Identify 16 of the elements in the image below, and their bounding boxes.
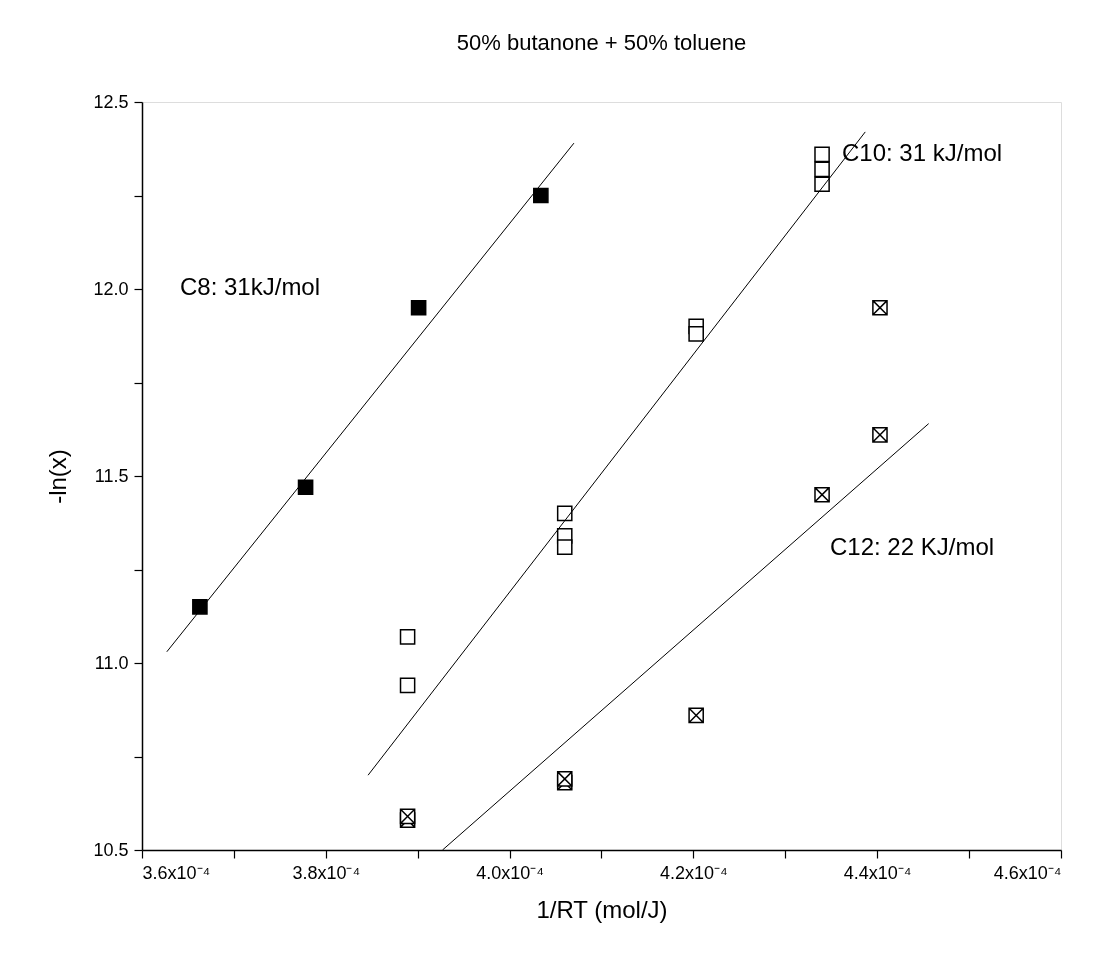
x-tick-label: 4.4x10⁻⁴ <box>843 862 912 883</box>
y-tick-label: 12.5 <box>93 91 129 112</box>
x-axis-title: 1/RT (mol/J) <box>536 895 668 923</box>
y-tick-label: 11.5 <box>94 465 129 486</box>
x-tick-label: 4.6x10⁻⁴ <box>993 862 1062 883</box>
y-tick-label: 12.0 <box>93 278 129 299</box>
annotation: C12: 22 KJ/mol <box>830 533 995 560</box>
y-tick-label: 10.5 <box>93 839 129 860</box>
annotation: C8: 31kJ/mol <box>180 273 321 300</box>
x-tick-label: 3.8x10⁻⁴ <box>292 862 361 883</box>
x-tick-label: 3.6x10⁻⁴ <box>142 862 211 883</box>
x-tick-label: 4.2x10⁻⁴ <box>660 862 728 883</box>
chart-title: 50% butanone + 50% toluene <box>456 30 747 55</box>
y-tick-label: 11.0 <box>94 652 129 673</box>
x-tick-label: 4.0x10⁻⁴ <box>476 862 544 883</box>
y-axis-title: -ln(x) <box>44 449 72 504</box>
